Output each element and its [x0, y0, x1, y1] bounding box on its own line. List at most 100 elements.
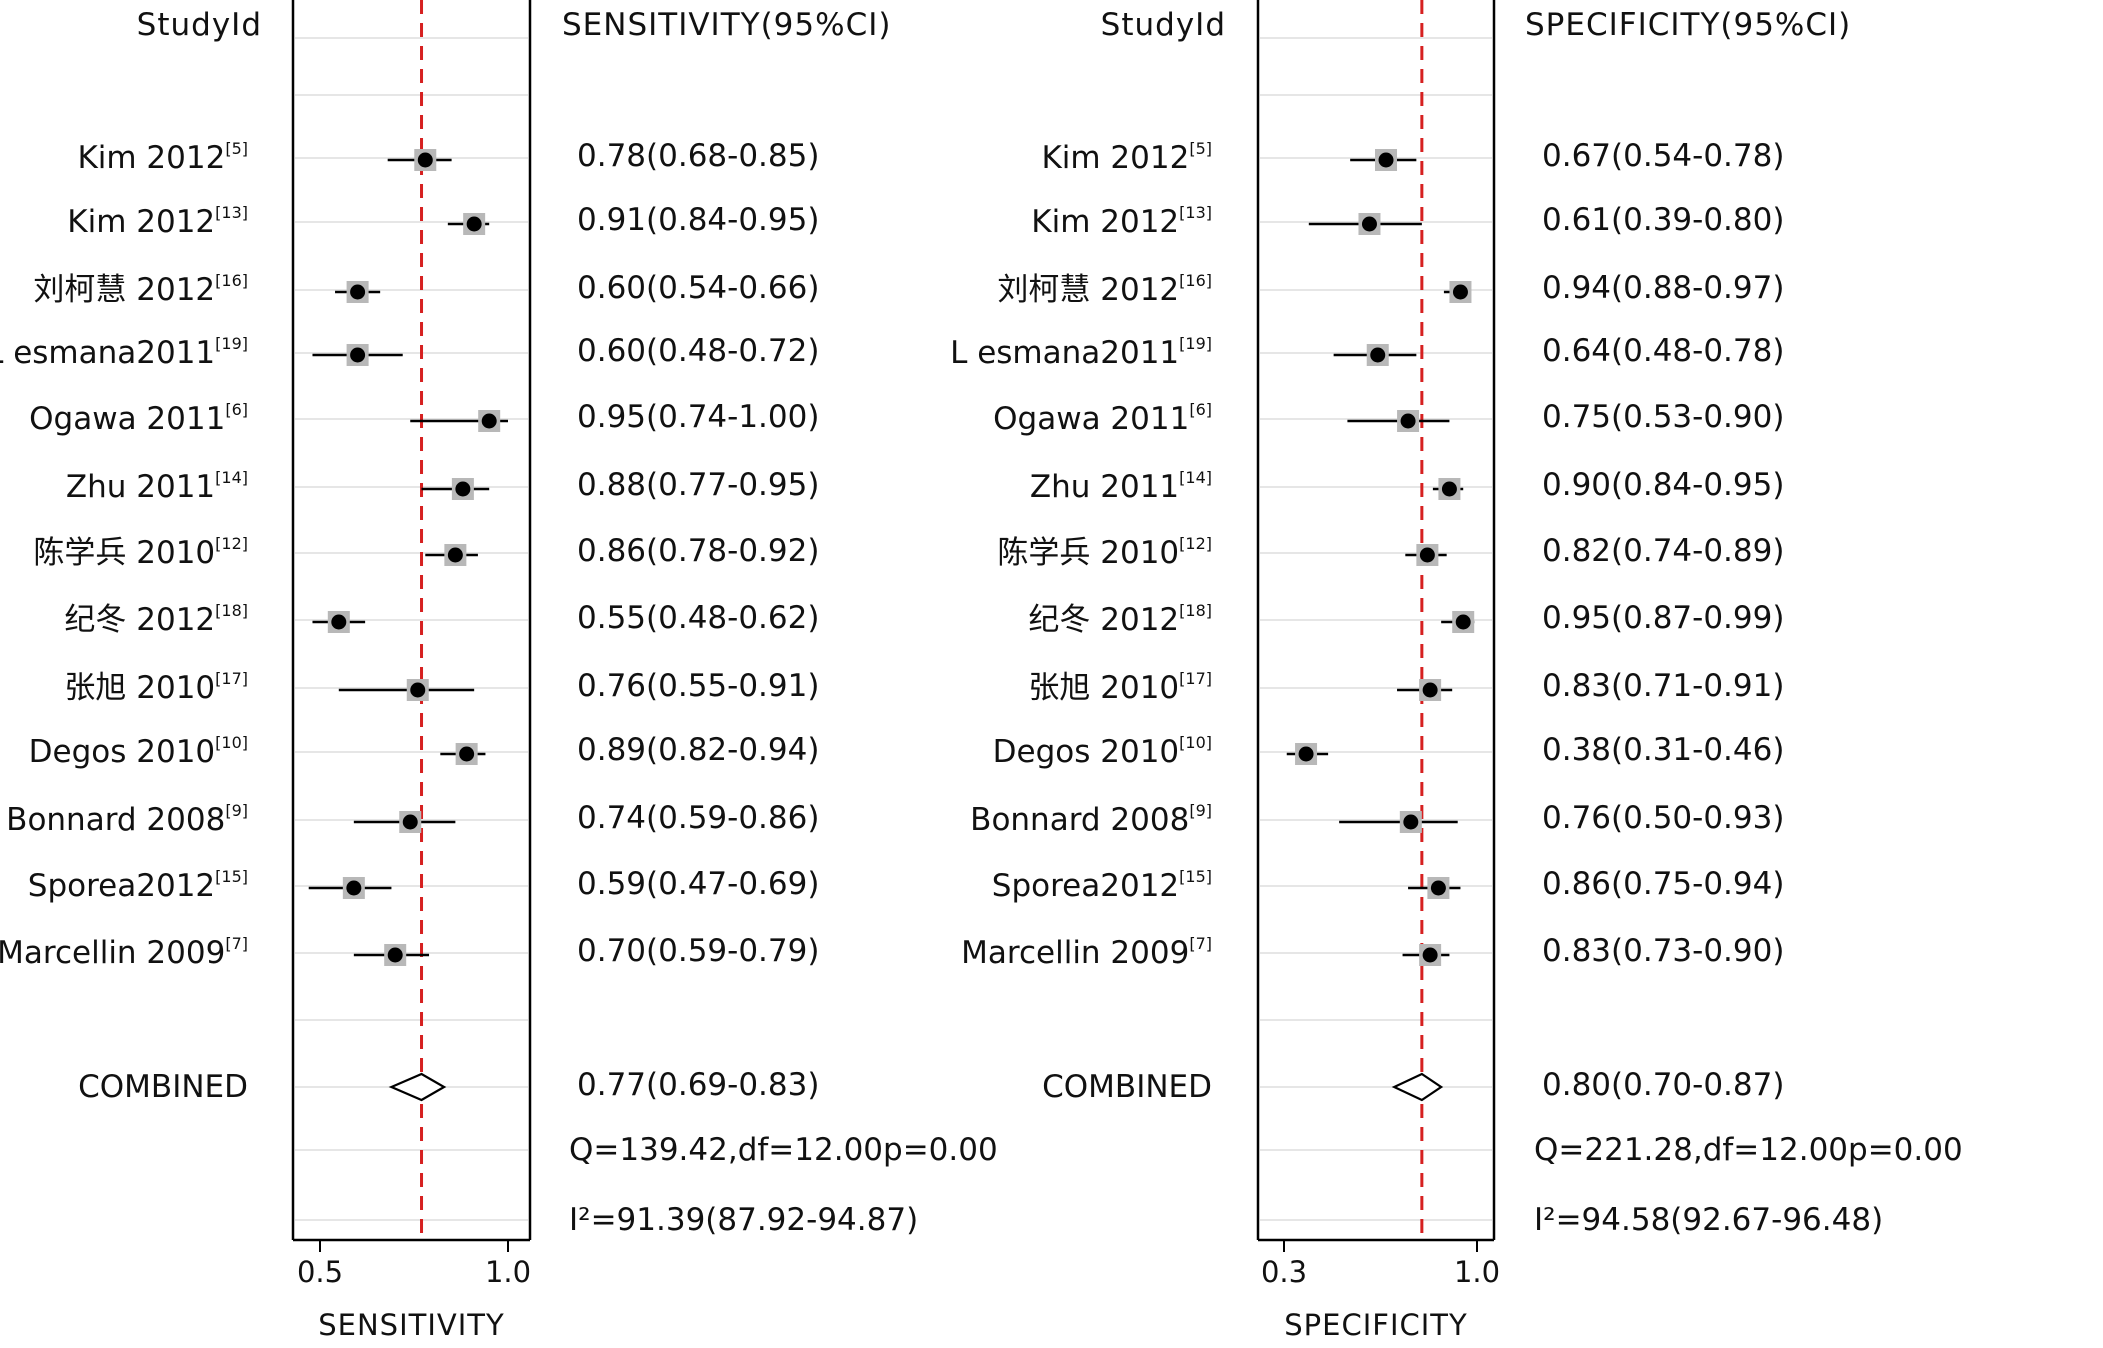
study-stat-text: 0.86(0.75-0.94) — [1542, 866, 1784, 902]
study-name-text: Marcellin 2009 — [0, 935, 225, 971]
study-row: 纪冬 2012[18] 0.95(0.87-0.99) — [1028, 600, 1784, 638]
study-name: Zhu 2011[14] — [66, 468, 248, 505]
point-estimate — [402, 814, 418, 830]
study-name: 刘柯慧 2012[16] — [997, 271, 1212, 308]
point-estimate — [1430, 880, 1446, 896]
study-stat-text: 0.89(0.82-0.94) — [577, 732, 819, 768]
combined-stat-text: 0.80(0.70-0.87) — [1542, 1067, 1784, 1103]
study-stat-text: 0.88(0.77-0.95) — [577, 467, 819, 503]
study-reference: [5] — [1189, 139, 1212, 158]
study-name: L esmana2011[19] — [0, 334, 248, 371]
study-reference: [13] — [1179, 203, 1212, 222]
study-name-text: Bonnard 2008 — [6, 802, 225, 838]
study-reference: [10] — [215, 733, 248, 752]
heterogeneity-q-text: Q=221.28,df=12.00p=0.00 — [1534, 1132, 1963, 1168]
study-reference: [10] — [1179, 733, 1212, 752]
point-estimate — [481, 413, 497, 429]
study-stat-text: 0.83(0.73-0.90) — [1542, 933, 1784, 969]
study-stat-text: 0.76(0.55-0.91) — [577, 668, 819, 704]
study-name: Marcellin 2009[7] — [0, 934, 248, 971]
study-row: Sporea2012[15] 0.86(0.75-0.94) — [992, 866, 1785, 904]
study-reference: [14] — [215, 468, 248, 487]
study-reference: [13] — [215, 203, 248, 222]
point-estimate — [455, 481, 471, 497]
combined-diamond — [1391, 1072, 1444, 1102]
study-row: Ogawa 2011[6] 0.75(0.53-0.90) — [993, 399, 1784, 437]
study-name: Sporea2012[15] — [28, 867, 248, 904]
study-row: L esmana2011[19] 0.60(0.48-0.72) — [0, 333, 819, 371]
study-reference: [16] — [1179, 271, 1212, 290]
study-name: Degos 2010[10] — [993, 733, 1212, 770]
point-estimate — [1403, 814, 1419, 830]
study-reference: [5] — [225, 139, 248, 158]
study-name-text: Marcellin 2009 — [961, 935, 1189, 971]
study-stat-text: 0.38(0.31-0.46) — [1542, 732, 1784, 768]
study-reference: [19] — [215, 334, 248, 353]
point-estimate — [410, 682, 426, 698]
study-reference: [19] — [1179, 334, 1212, 353]
study-row: Kim 2012[13] 0.61(0.39-0.80) — [1031, 202, 1784, 240]
study-row: 纪冬 2012[18] 0.55(0.48-0.62) — [64, 600, 819, 638]
study-row: Zhu 2011[14] 0.90(0.84-0.95) — [1030, 467, 1785, 505]
point-estimate — [1361, 216, 1377, 232]
i-squared-text: I²=94.58(92.67-96.48) — [1534, 1202, 1883, 1238]
point-estimate — [387, 947, 403, 963]
study-stat-text: 0.61(0.39-0.80) — [1542, 202, 1784, 238]
combined-diamond — [388, 1072, 447, 1102]
study-name-text: Degos 2010 — [993, 734, 1179, 770]
point-estimate — [1378, 152, 1394, 168]
combined-stat-text: 0.77(0.69-0.83) — [577, 1067, 819, 1103]
stat-ci-header: SENSITIVITY(95%CI) — [562, 7, 891, 43]
study-row: Bonnard 2008[9] 0.76(0.50-0.93) — [970, 800, 1784, 838]
study-row: Sporea2012[15] 0.59(0.47-0.69) — [28, 866, 820, 904]
study-name: 纪冬 2012[18] — [1028, 601, 1212, 638]
x-axis-title: SPECIFICITY — [1284, 1308, 1468, 1342]
point-estimate — [1455, 614, 1471, 630]
point-estimate — [1441, 481, 1457, 497]
study-reference: [16] — [215, 271, 248, 290]
study-name: Marcellin 2009[7] — [961, 934, 1212, 971]
study-row: Marcellin 2009[7] 0.83(0.73-0.90) — [961, 933, 1784, 971]
study-row: 刘柯慧 2012[16] 0.94(0.88-0.97) — [997, 270, 1784, 308]
combined-label: COMBINED — [78, 1069, 248, 1105]
study-row: 陈学兵 2010[12] 0.86(0.78-0.92) — [33, 533, 819, 571]
x-tick-label: 1.0 — [485, 1255, 531, 1289]
study-reference: [7] — [225, 934, 248, 953]
point-estimate — [459, 746, 475, 762]
study-id-header: StudyId — [1101, 7, 1226, 43]
point-estimate — [417, 152, 433, 168]
study-row: 张旭 2010[17] 0.83(0.71-0.91) — [1028, 668, 1784, 706]
study-reference: [9] — [1189, 801, 1212, 820]
study-row: Bonnard 2008[9] 0.74(0.59-0.86) — [6, 800, 819, 838]
study-name-text: 纪冬 2012 — [64, 602, 215, 638]
study-name-text: Sporea2012 — [28, 868, 215, 904]
study-name: Zhu 2011[14] — [1030, 468, 1212, 505]
study-name: Sporea2012[15] — [992, 867, 1212, 904]
study-name: 陈学兵 2010[12] — [997, 534, 1212, 571]
study-stat-text: 0.75(0.53-0.90) — [1542, 399, 1784, 435]
study-stat-text: 0.83(0.71-0.91) — [1542, 668, 1784, 704]
point-estimate — [1400, 413, 1416, 429]
point-estimate — [1419, 547, 1435, 563]
x-tick-label: 0.3 — [1261, 1255, 1307, 1289]
study-name-text: 张旭 2010 — [1028, 670, 1179, 706]
study-row: 张旭 2010[17] 0.76(0.55-0.91) — [64, 668, 819, 706]
study-reference: [17] — [215, 669, 248, 688]
study-row: Kim 2012[5] 0.78(0.68-0.85) — [77, 138, 819, 176]
study-stat-text: 0.95(0.87-0.99) — [1542, 600, 1784, 636]
heterogeneity-q-text: Q=139.42,df=12.00p=0.00 — [569, 1132, 998, 1168]
study-name: 陈学兵 2010[12] — [33, 534, 248, 571]
study-name: Ogawa 2011[6] — [993, 400, 1212, 437]
study-row: 陈学兵 2010[12] 0.82(0.74-0.89) — [997, 533, 1784, 571]
study-row: Degos 2010[10] 0.38(0.31-0.46) — [993, 732, 1785, 770]
study-reference: [18] — [1179, 601, 1212, 620]
point-estimate — [350, 347, 366, 363]
point-estimate — [1422, 947, 1438, 963]
study-stat-text: 0.55(0.48-0.62) — [577, 600, 819, 636]
study-name-text: Zhu 2011 — [1030, 469, 1179, 505]
study-stat-text: 0.90(0.84-0.95) — [1542, 467, 1784, 503]
point-estimate — [350, 284, 366, 300]
point-estimate — [1452, 284, 1468, 300]
study-stat-text: 0.64(0.48-0.78) — [1542, 333, 1784, 369]
